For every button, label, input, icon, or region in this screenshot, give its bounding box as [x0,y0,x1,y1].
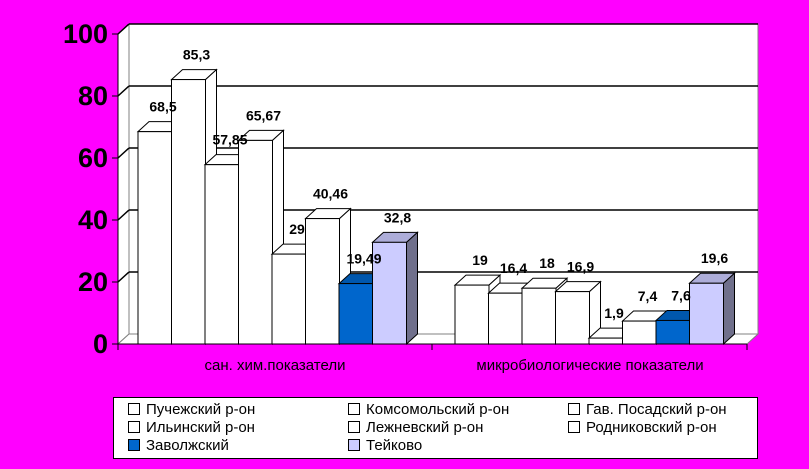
legend-swatch [348,439,360,451]
bars [136,68,736,346]
data-label: 32,8 [384,209,411,225]
y-tick-label: 0 [93,329,108,359]
data-label: 19,6 [701,250,728,266]
legend-item: Заволжский [128,437,229,455]
bar-front [372,241,407,345]
data-label: 1,9 [604,305,624,321]
bar-front [204,164,240,345]
legend-swatch [128,439,140,451]
legend: Пучежский р-он Комсомольский р-он Гав. Пос… [113,397,758,459]
data-labels: 68,5 85,3 57,85 65,67 29 40,46 19,49 32,8 19 16,4… [149,47,728,322]
legend-item: Гав. Посадский р-он [568,401,727,419]
bar-front [305,218,340,345]
x-axis: сан. хим.показатели микробиологические по… [117,343,748,374]
bar-front [588,337,624,345]
data-label: 7,6 [671,287,691,303]
bar [554,280,602,346]
bar-front [454,284,490,345]
legend-label: Родниковский р-он [586,419,717,436]
legend-label: Ильинский р-он [146,419,255,436]
legend-label: Заволжский [146,437,229,454]
bar-front [521,287,557,345]
data-label: 40,46 [313,186,348,202]
bar-front [238,139,273,345]
bar-front [171,79,206,345]
bar-front [338,283,374,345]
y-tick-label: 60 [78,143,108,173]
data-label: 16,4 [500,260,527,276]
bar-front [655,319,691,345]
y-axis: 0 20 40 60 80 100 [63,19,119,359]
legend-swatch [568,403,580,415]
gridline-side [117,209,130,221]
y-tick-label: 100 [63,19,108,49]
data-label: 16,9 [567,259,594,275]
legend-swatch [568,421,580,433]
legend-swatch [348,403,360,415]
x-tick-label: микробиологические показатели [476,357,703,374]
legend-label: Пучежский р-он [146,401,256,418]
legend-item: Комсомольский р-он [348,401,509,419]
data-label: 85,3 [183,47,210,63]
bar-front [137,131,173,345]
data-label: 18 [539,255,555,271]
bar [371,231,419,346]
data-label: 65,67 [246,107,281,123]
legend-label: Гав. Посадский р-он [586,401,727,418]
legend-label: Комсомольский р-он [366,401,510,418]
legend-label: Тейково [366,437,423,454]
side-wall [117,22,130,346]
data-label: 19,49 [346,251,381,267]
bar-front [689,282,724,345]
y-tick-label: 80 [78,81,108,111]
legend-swatch [128,421,140,433]
legend-item: Пучежский р-он [128,401,255,419]
gridline-side [117,23,130,35]
data-label: 7,4 [638,288,658,304]
y-tick-label: 20 [78,267,108,297]
bar-side [723,272,735,346]
gridline-side [117,85,130,97]
y-tick-label: 40 [78,205,108,235]
legend-swatch [128,403,140,415]
legend-swatch [348,421,360,433]
data-label: 68,5 [149,99,176,115]
bar-front [271,253,307,345]
legend-label: Лежневский р-он [366,419,484,436]
x-tick-label: сан. хим.показатели [205,357,346,374]
gridline-side [117,147,130,159]
bar [688,272,736,346]
bar-side [406,231,418,346]
legend-item: Лежневский р-он [348,419,483,437]
bar-front [622,320,657,345]
data-label: 29 [289,221,305,237]
data-label: 19 [472,252,488,268]
bar-front [555,291,590,345]
legend-item: Тейково [348,437,422,455]
gridline-side [117,271,130,283]
legend-item: Ильинский р-он [128,419,255,437]
legend-item: Родниковский р-он [568,419,717,437]
data-label: 57,85 [212,132,247,148]
bar-front [488,292,523,345]
